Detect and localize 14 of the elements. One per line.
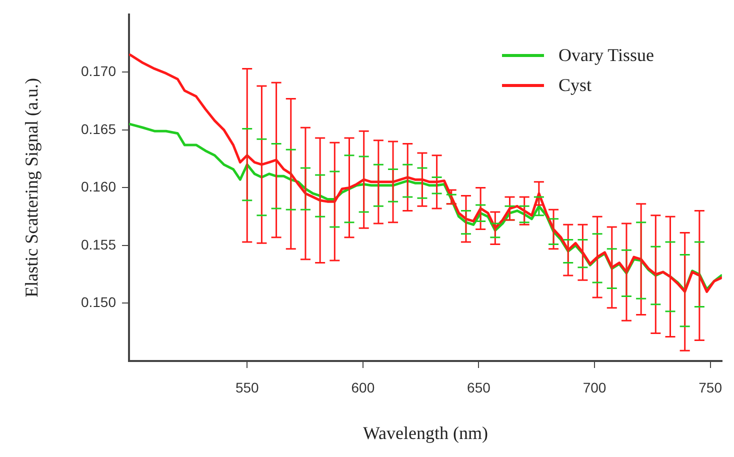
x-tick-label: 600 (351, 379, 375, 396)
x-axis-title: Wavelength (nm) (362, 422, 488, 443)
x-tick-label: 650 (467, 379, 491, 396)
x-tick-label: 550 (235, 379, 260, 396)
y-tick-label: 0.160 (80, 178, 116, 195)
legend-label: Cyst (558, 74, 592, 96)
x-tick-label: 750 (698, 379, 722, 396)
y-tick-label: 0.165 (80, 120, 116, 137)
y-tick-label: 0.170 (80, 63, 116, 80)
y-axis-title: Elastic Scattering Signal (a.u.) (22, 78, 42, 298)
y-tick-label: 0.155 (80, 236, 116, 252)
y-tick-label: 0.150 (80, 294, 116, 310)
x-tick-label: 700 (582, 379, 606, 396)
legend-label: Ovary Tissue (558, 44, 654, 66)
